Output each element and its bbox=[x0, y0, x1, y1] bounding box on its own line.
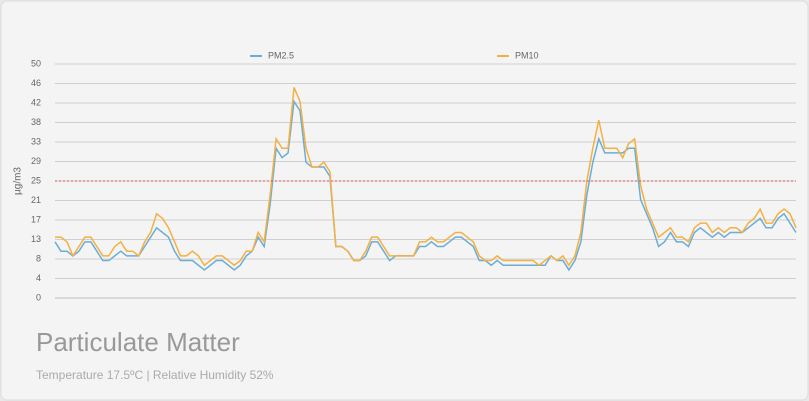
legend-label: PM2.5 bbox=[268, 50, 294, 60]
y-tick-label: 50 bbox=[31, 58, 41, 68]
y-tick-label: 42 bbox=[31, 97, 41, 107]
y-tick-label: 17 bbox=[31, 214, 41, 224]
y-tick-label: 46 bbox=[31, 78, 41, 88]
y-tick-label: 25 bbox=[31, 175, 41, 185]
legend-label: PM10 bbox=[515, 50, 539, 60]
y-tick-label: 33 bbox=[31, 136, 41, 146]
chart-subtitle: Temperature 17.5ºC | Relative Humidity 5… bbox=[36, 368, 274, 382]
y-axis-label: µg/m3 bbox=[13, 167, 24, 195]
y-tick-label: 4 bbox=[36, 273, 41, 283]
y-tick-label: 38 bbox=[31, 117, 41, 127]
y-tick-label: 13 bbox=[31, 234, 41, 244]
y-tick-label: 0 bbox=[36, 292, 41, 302]
y-tick-label: 29 bbox=[31, 156, 41, 166]
series-line bbox=[55, 87, 797, 267]
y-tick-label: 21 bbox=[31, 195, 41, 205]
series-line bbox=[54, 99, 797, 272]
y-tick-label: 8 bbox=[36, 253, 41, 263]
chart-title: Particulate Matter bbox=[36, 327, 240, 357]
